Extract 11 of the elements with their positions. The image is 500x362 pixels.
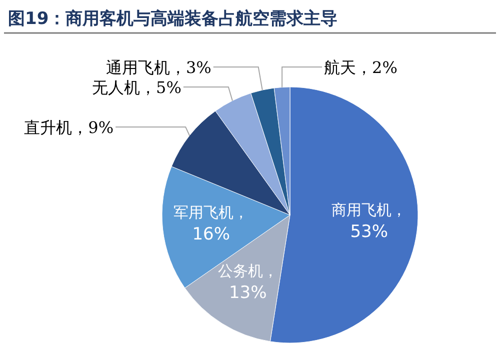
公务机: 公务机，: [218, 262, 278, 280]
无人机: 无人机，5%: [92, 78, 182, 97]
直升机: 直升机，9%: [24, 118, 114, 137]
通用飞机: 通用飞机，3%: [106, 58, 212, 77]
航天: 航天，2%: [324, 58, 398, 77]
text: 53%: [350, 222, 388, 242]
商用飞机: 商用飞机，: [332, 201, 407, 220]
text: 13%: [228, 283, 267, 304]
chart-title: 图19：商用客机与高端装备占航空需求主导: [8, 9, 338, 29]
军用飞机: 军用飞机，: [174, 204, 249, 222]
text: 16%: [192, 224, 230, 245]
